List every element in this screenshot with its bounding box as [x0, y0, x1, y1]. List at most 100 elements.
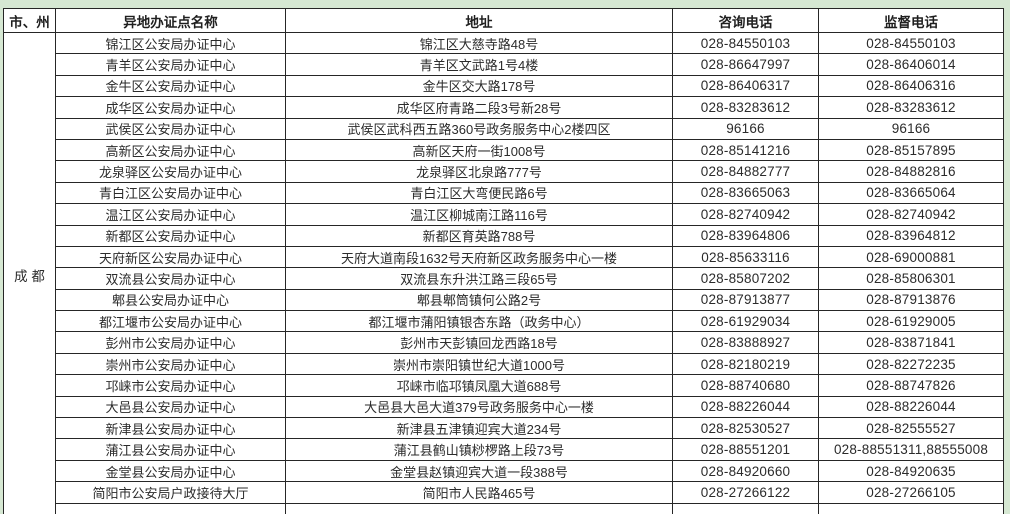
address-cell: 高新区天府一街1008号: [285, 138, 673, 162]
consult-phone-cell: 028-82530527: [672, 417, 819, 440]
supervise-phone-cell: 028-61929005: [818, 310, 1004, 333]
table-row: 高新区公安局办证中心 高新区天府一街1008号 028-85141216 028-85…: [4, 138, 1004, 162]
site-name-cell: 新都区公安局办证中心: [55, 224, 286, 247]
empty-cell: [285, 502, 673, 514]
site-name-cell: 成华区公安局办证中心: [55, 96, 286, 119]
consult-phone-cell: 028-82740942: [672, 203, 819, 226]
supervise-phone-cell: 028-82555527: [818, 417, 1004, 440]
address-cell: 都江堰市蒲阳镇银杏东路（政务中心）: [285, 310, 673, 333]
table-body: 成 都锦江区公安局办证中心 锦江区大慈寺路48号 028-84550103 028-8…: [3, 31, 1004, 514]
supervise-phone-cell: 028-27266105: [818, 481, 1004, 504]
address-cell: 天府大道南段1632号天府新区政务服务中心一楼: [285, 245, 673, 269]
site-name-cell: 锦江区公安局办证中心: [55, 31, 286, 55]
consult-phone-cell: 028-88551201: [672, 438, 819, 461]
address-cell: 彭州市天彭镇回龙西路18号: [285, 331, 673, 354]
consult-phone-cell: 96166: [672, 117, 819, 140]
site-name-cell: 新津县公安局办证中心: [55, 417, 286, 440]
site-name-cell: 都江堰市公安局办证中心: [55, 310, 286, 333]
table-row: 金堂县公安局办证中心 金堂县赵镇迎宾大道一段388号 028-84920660 028…: [4, 459, 1004, 483]
table-row: 成 都锦江区公安局办证中心 锦江区大慈寺路48号 028-84550103 028-8…: [3, 31, 1004, 514]
address-cell: 蒲江县鹤山镇桫椤路上段73号: [285, 438, 673, 461]
table-row: 大邑县公安局办证中心 大邑县大邑大道379号政务服务中心一楼 028-8822604…: [4, 395, 1004, 419]
table-header: 市、州 异地办证点名称 地址 咨询电话 监督电话: [3, 8, 1004, 33]
address-cell: 新都区育英路788号: [285, 224, 673, 247]
supervise-phone-cell: 028-84550103: [818, 31, 1004, 55]
supervise-phone-cell: 96166: [818, 117, 1004, 140]
supervise-phone-cell: 028-88551311,88555008: [818, 438, 1004, 461]
column-header-site-name: 异地办证点名称: [55, 8, 286, 33]
address-cell: 新津县五津镇迎宾大道234号: [285, 417, 673, 440]
address-cell: 郫县郫筒镇何公路2号: [285, 288, 673, 312]
region-cell: 成 都: [3, 31, 56, 514]
table-row: 邛崃市公安局办证中心 邛崃市临邛镇凤凰大道688号 028-88740680 028-…: [4, 374, 1004, 397]
consult-phone-cell: 028-87913877: [672, 288, 819, 312]
partial-clipped-row: [4, 502, 1004, 514]
address-cell: 大邑县大邑大道379号政务服务中心一楼: [285, 395, 673, 419]
site-name-cell: 青白江区公安局办证中心: [55, 181, 286, 205]
site-name-cell: 双流县公安局办证中心: [55, 267, 286, 290]
table-row: 都江堰市公安局办证中心 都江堰市蒲阳镇银杏东路（政务中心） 028-61929034…: [4, 310, 1004, 333]
supervise-phone-cell: 028-84920635: [818, 459, 1004, 483]
consult-phone-cell: 028-27266122: [672, 481, 819, 504]
consult-phone-cell: 028-83283612: [672, 96, 819, 119]
column-header-consult-phone: 咨询电话: [672, 8, 819, 33]
table-row: 简阳市公安局户政接待大厅 简阳市人民路465号 028-27266122 028-27…: [4, 481, 1004, 504]
consult-phone-cell: 028-88740680: [672, 374, 819, 397]
column-header-address: 地址: [285, 8, 673, 33]
consult-phone-cell: 028-88226044: [672, 395, 819, 419]
address-cell: 青白江区大弯便民路6号: [285, 181, 673, 205]
site-name-cell: 高新区公安局办证中心: [55, 138, 286, 162]
supervise-phone-cell: 028-88226044: [818, 395, 1004, 419]
address-cell: 温江区柳城南江路116号: [285, 203, 673, 226]
table-row: 温江区公安局办证中心 温江区柳城南江路116号 028-82740942 028-82…: [4, 203, 1004, 226]
table-row: 金牛区公安局办证中心 金牛区交大路178号 028-86406317 028-8640…: [4, 74, 1004, 98]
consult-phone-cell: 028-85633116: [672, 245, 819, 269]
site-name-cell: 郫县公安局办证中心: [55, 288, 286, 312]
address-cell: 简阳市人民路465号: [285, 481, 673, 504]
address-cell: 龙泉驿区北泉路777号: [285, 160, 673, 183]
consult-phone-cell: 028-85807202: [672, 267, 819, 290]
site-name-cell: 邛崃市公安局办证中心: [55, 374, 286, 397]
table-row: 新津县公安局办证中心 新津县五津镇迎宾大道234号 028-82530527 028-…: [4, 417, 1004, 440]
consult-phone-cell: 028-84920660: [672, 459, 819, 483]
consult-phone-cell: 028-61929034: [672, 310, 819, 333]
column-header-region: 市、州: [3, 8, 56, 33]
address-cell: 武侯区武科西五路360号政务服务中心2楼四区: [285, 117, 673, 140]
site-name-cell: 龙泉驿区公安局办证中心: [55, 160, 286, 183]
consult-phone-cell: 028-86406317: [672, 74, 819, 98]
site-name-cell: 崇州市公安局办证中心: [55, 352, 286, 376]
supervise-phone-cell: 028-82272235: [818, 352, 1004, 376]
supervise-phone-cell: 028-86406316: [818, 74, 1004, 98]
table-row: 郫县公安局办证中心 郫县郫筒镇何公路2号 028-87913877 028-87913…: [4, 288, 1004, 312]
supervise-phone-cell: 028-85806301: [818, 267, 1004, 290]
site-name-cell: 青羊区公安局办证中心: [55, 53, 286, 76]
table-row: 崇州市公安局办证中心 崇州市崇阳镇世纪大道1000号 028-82180219 028…: [4, 352, 1004, 376]
address-cell: 金堂县赵镇迎宾大道一段388号: [285, 459, 673, 483]
supervise-phone-cell: 028-86406014: [818, 53, 1004, 76]
consult-phone-cell: 028-83964806: [672, 224, 819, 247]
site-name-cell: 金堂县公安局办证中心: [55, 459, 286, 483]
directory-table: 市、州 异地办证点名称 地址 咨询电话 监督电话 成 都锦江区公安局办证中心 锦江…: [3, 8, 1004, 514]
address-cell: 金牛区交大路178号: [285, 74, 673, 98]
column-header-supervise-phone: 监督电话: [818, 8, 1004, 33]
empty-cell: [55, 502, 286, 514]
supervise-phone-cell: 028-83964812: [818, 224, 1004, 247]
consult-phone-cell: 028-83665063: [672, 181, 819, 205]
supervise-phone-cell: 028-83871841: [818, 331, 1004, 354]
consult-phone-cell: 028-84550103: [672, 31, 819, 55]
table-row: 龙泉驿区公安局办证中心 龙泉驿区北泉路777号 028-84882777 028-84…: [4, 160, 1004, 183]
address-cell: 双流县东升洪江路三段65号: [285, 267, 673, 290]
site-name-cell: 简阳市公安局户政接待大厅: [55, 481, 286, 504]
consult-phone-cell: 028-86647997: [672, 53, 819, 76]
site-name-cell: 温江区公安局办证中心: [55, 203, 286, 226]
table-row: 蒲江县公安局办证中心 蒲江县鹤山镇桫椤路上段73号 028-88551201 028-…: [4, 438, 1004, 461]
site-name-cell: 大邑县公安局办证中心: [55, 395, 286, 419]
supervise-phone-cell: 028-83283612: [818, 96, 1004, 119]
directory-table-container: 市、州 异地办证点名称 地址 咨询电话 监督电话 成 都锦江区公安局办证中心 锦江…: [3, 8, 1004, 514]
site-name-cell: 武侯区公安局办证中心: [55, 117, 286, 140]
consult-phone-cell: 028-84882777: [672, 160, 819, 183]
table-row: 天府新区公安局办证中心 天府大道南段1632号天府新区政务服务中心一楼 028-85…: [4, 245, 1004, 269]
table-row: 新都区公安局办证中心 新都区育英路788号 028-83964806 028-8396…: [4, 224, 1004, 247]
table-row: 双流县公安局办证中心 双流县东升洪江路三段65号 028-85807202 028-8…: [4, 267, 1004, 290]
